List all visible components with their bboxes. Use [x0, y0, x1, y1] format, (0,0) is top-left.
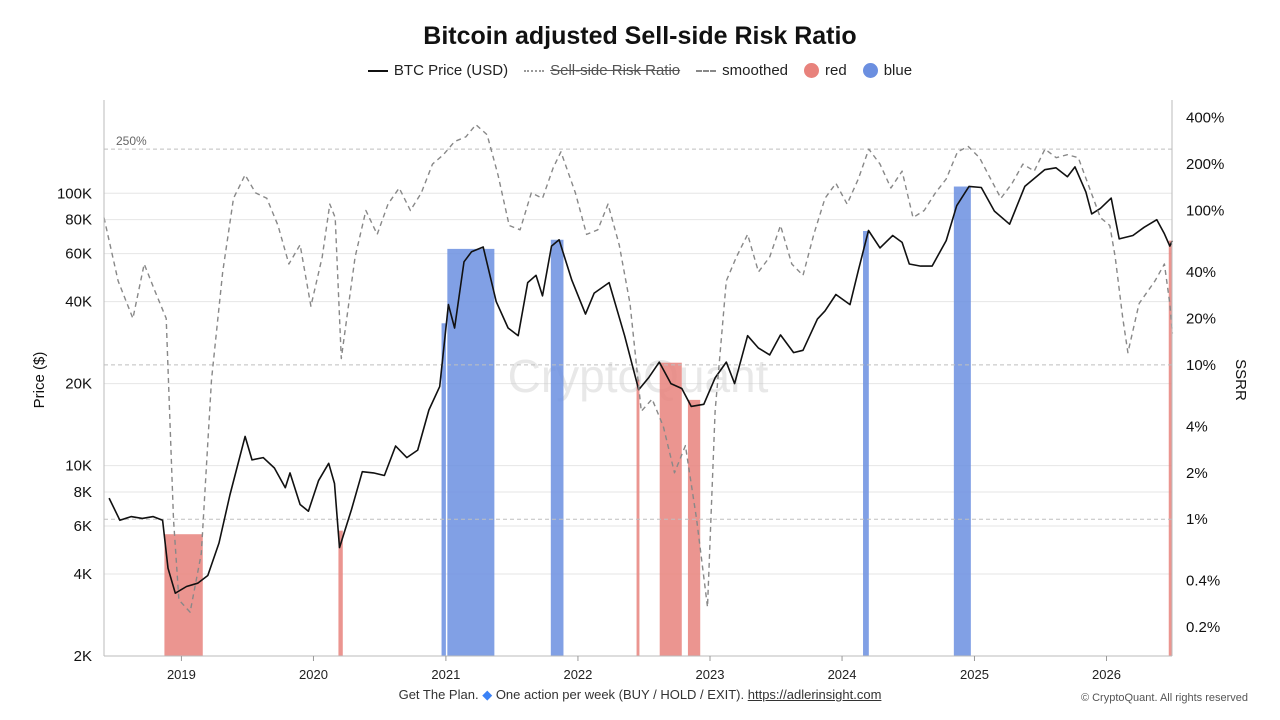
y2-tick-label: 100%	[1186, 203, 1224, 220]
y-tick-label: 80K	[65, 212, 92, 229]
smoothed-ssrr-line	[103, 124, 1174, 613]
red-band	[687, 399, 701, 656]
y2-tick-label: 10%	[1186, 357, 1216, 374]
axes: 2K 4K 6K 8K 10K 20K 40K 60K 80K 100K 0.2% 0.4% 1% 2% 4…	[57, 100, 1224, 682]
x-tick-label: 2023	[696, 667, 725, 682]
red-band	[164, 534, 203, 656]
x-tick-label: 2024	[828, 667, 857, 682]
footer-link[interactable]: https://adlerinsight.com	[747, 687, 882, 702]
legend-label-price: BTC Price (USD)	[393, 62, 509, 79]
x-tick-label: 2019	[167, 667, 196, 682]
chart-title: Bitcoin adjusted Sell-side Risk Ratio	[423, 22, 857, 50]
y-axis-label: Price ($)	[31, 352, 48, 409]
red-band	[1168, 240, 1173, 656]
x-tick-label: 2021	[431, 667, 460, 682]
y2-tick-label: 0.4%	[1186, 573, 1220, 590]
x-tick-label: 2020	[299, 667, 328, 682]
legend-label-blue: blue	[883, 62, 913, 79]
dotted-line-icon	[524, 69, 545, 72]
footer: Get The Plan. ◆ One action per week (BUY…	[0, 687, 1280, 703]
legend-item-blue[interactable]: blue	[862, 62, 913, 79]
y-tick-label: 60K	[65, 246, 92, 263]
red-dot-icon	[804, 63, 820, 78]
copyright: © CryptoQuant. All rights reserved	[1080, 692, 1248, 704]
x-tick-label: 2022	[563, 667, 592, 682]
y-tick-label: 8K	[74, 484, 92, 501]
footer-text-action: One action per week (BUY / HOLD / EXIT).	[495, 687, 745, 702]
y-tick-label: 10K	[65, 458, 92, 475]
series-lines	[103, 124, 1174, 613]
y-tick-label: 2K	[74, 648, 92, 665]
y2-tick-label: 2%	[1186, 465, 1208, 482]
red-band	[659, 362, 682, 656]
y2-axis-label: SSRR	[1232, 359, 1249, 401]
legend-item-smoothed[interactable]: smoothed	[696, 62, 788, 79]
red-band	[338, 530, 343, 656]
footer-text-plan: Get The Plan.	[398, 687, 479, 702]
y-tick-label: 100K	[57, 185, 92, 202]
legend-item-price[interactable]: BTC Price (USD)	[367, 62, 509, 79]
y-tick-label: 20K	[65, 376, 92, 393]
y-tick-label: 40K	[65, 294, 92, 311]
y2-tick-label: 200%	[1186, 156, 1224, 173]
legend-item-ssrr[interactable]: Sell-side Risk Ratio	[524, 62, 680, 79]
blue-band	[953, 186, 971, 656]
solid-line-icon	[367, 69, 388, 72]
legend-label-red: red	[825, 62, 847, 79]
y-tick-label: 4K	[74, 566, 92, 583]
blue-band	[447, 248, 495, 656]
dashed-line-icon	[696, 69, 717, 72]
blue-band	[441, 323, 446, 656]
y2-tick-label: 400%	[1186, 110, 1224, 127]
blue-band	[550, 239, 564, 656]
signal-bands	[164, 186, 1173, 656]
blue-band	[863, 230, 869, 656]
y-tick-label: 6K	[74, 518, 92, 535]
x-tick-label: 2025	[960, 667, 989, 682]
legend-label-ssrr: Sell-side Risk Ratio	[550, 62, 681, 79]
legend-item-red[interactable]: red	[804, 62, 847, 79]
x-tick-label: 2026	[1092, 667, 1121, 682]
diamond-icon: ◆	[482, 687, 493, 702]
y2-tick-label: 1%	[1186, 511, 1208, 528]
y2-tick-label: 4%	[1186, 418, 1208, 435]
btc-price-line	[108, 166, 1174, 594]
legend-label-smoothed: smoothed	[722, 62, 789, 79]
y2-tick-label: 0.2%	[1186, 619, 1220, 636]
y2-tick-label: 20%	[1186, 310, 1216, 327]
red-band	[636, 379, 640, 656]
blue-dot-icon	[862, 63, 878, 78]
reference-lines: 250%	[104, 134, 1172, 520]
y2-tick-label: 40%	[1186, 264, 1216, 281]
reference-line-label: 250%	[116, 134, 147, 148]
legend: BTC Price (USD) Sell-side Risk Ratio smo…	[0, 62, 1280, 79]
